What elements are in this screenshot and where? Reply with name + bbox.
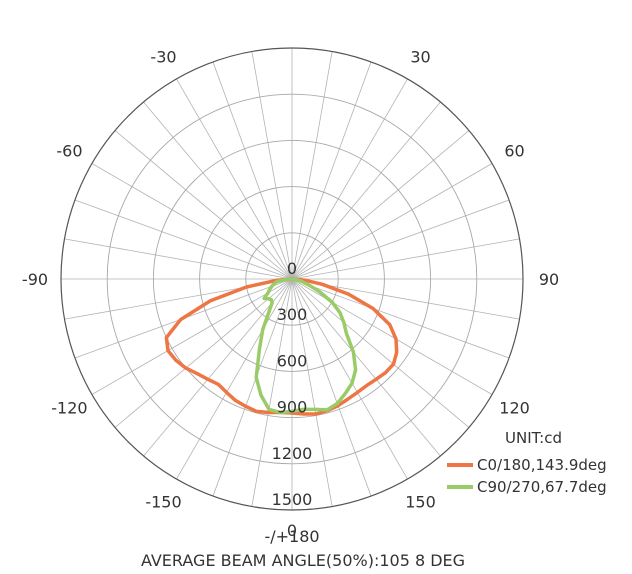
angle-label: -120 <box>51 399 87 418</box>
spoke-line <box>291 130 470 280</box>
spoke-line <box>114 278 293 428</box>
spoke-line <box>114 130 293 280</box>
spoke-line <box>143 278 293 457</box>
spoke-line <box>74 199 293 280</box>
ring-label: 0 <box>287 259 297 278</box>
angle-label: 150 <box>405 493 436 512</box>
ring-label: 900 <box>277 398 308 417</box>
spoke-line <box>291 61 372 280</box>
spoke-line <box>291 163 493 280</box>
angle-label: 120 <box>499 399 530 418</box>
legend-entry: C0/180,143.9deg <box>477 456 607 474</box>
bottom-zero-label: 0 <box>287 521 297 540</box>
series-line-c0-180 <box>164 277 399 416</box>
spoke-line <box>176 78 293 280</box>
spoke-line <box>212 61 293 280</box>
angle-label: 60 <box>504 142 524 161</box>
ring-circle <box>152 139 432 419</box>
spoke-line <box>291 78 408 280</box>
ring-circle <box>245 232 339 326</box>
spoke-line <box>291 278 470 428</box>
angle-label: -/+180 <box>264 527 319 546</box>
ring-circle <box>60 47 524 511</box>
legend-entry: C90/270,67.7deg <box>477 478 607 496</box>
spoke-line <box>64 238 293 280</box>
spoke-line <box>291 278 333 507</box>
spoke-line <box>212 278 293 497</box>
angle-label: 30 <box>410 47 430 66</box>
spoke-line <box>291 199 510 280</box>
angle-label: 90 <box>539 270 559 289</box>
angle-labels: -/+180 -150 150 -120 120 -90 90 -60 60 -30 30 <box>22 47 559 546</box>
ring-label: 1500 <box>272 490 313 509</box>
ring-circle <box>199 186 385 372</box>
ring-label: 1200 <box>272 444 313 463</box>
ring-circle <box>106 93 478 465</box>
spoke-line <box>291 278 441 457</box>
series-layer <box>164 277 399 416</box>
spoke-line <box>291 101 441 280</box>
footer-beam-angle: AVERAGE BEAM ANGLE(50%):105 8 DEG <box>141 551 465 570</box>
spoke-line <box>291 238 520 280</box>
spoke-line <box>291 278 372 497</box>
spoke-line <box>176 278 293 480</box>
unit-label: UNIT:cd <box>505 429 562 447</box>
legend: UNIT:cd C0/180,143.9deg C90/270,67.7deg <box>447 429 607 496</box>
spoke-line <box>91 163 293 280</box>
spoke-line <box>251 51 293 280</box>
polar-grid <box>60 47 524 511</box>
spoke-line <box>291 51 333 280</box>
spoke-line <box>91 278 293 395</box>
spoke-line <box>291 278 408 480</box>
ring-labels: 0 300 600 900 1200 1500 0 <box>272 259 313 540</box>
spoke-line <box>143 101 293 280</box>
series-line-c90-270 <box>254 277 358 415</box>
ring-label: 300 <box>277 305 308 324</box>
spoke-line <box>291 278 510 359</box>
ring-label: 600 <box>277 351 308 370</box>
spoke-line <box>251 278 293 507</box>
angle-label: -60 <box>56 142 82 161</box>
angle-label: -150 <box>145 493 181 512</box>
angle-label: -90 <box>22 270 48 289</box>
angle-label: -30 <box>150 47 176 66</box>
